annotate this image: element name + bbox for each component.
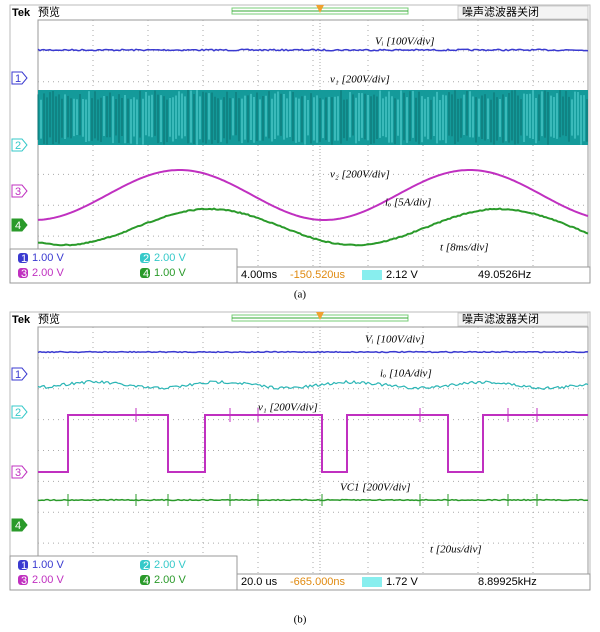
trigger-level: 2.12 V bbox=[386, 269, 418, 281]
channel-number: 4 bbox=[15, 220, 21, 232]
scope-panel: Tek 预览 噪声滤波器关闭 Vᵢ [100V/div] iₒ [10A/div] v₁ … bbox=[10, 312, 590, 590]
trace-label: VC1 [200V/div] bbox=[340, 482, 411, 494]
frequency: 49.0526Hz bbox=[478, 269, 531, 281]
filter-status: 噪声滤波器关闭 bbox=[462, 5, 539, 19]
trace-label: Vᵢ [100V/div] bbox=[375, 36, 435, 48]
filter-status: 噪声滤波器关闭 bbox=[462, 312, 539, 326]
channel-scale: 1.00 V bbox=[32, 252, 64, 264]
channel-scale: 2.00 V bbox=[32, 267, 64, 279]
channel-number: 3 bbox=[15, 467, 21, 479]
channel-scale: 2.00 V bbox=[154, 252, 186, 264]
channel-number: 3 bbox=[15, 186, 21, 198]
trigger-level: 1.72 V bbox=[386, 576, 418, 588]
trace-label: v₂ [200V/div] bbox=[330, 169, 390, 181]
channel-scale: 2.00 V bbox=[154, 559, 186, 571]
caption: (b) bbox=[294, 614, 307, 626]
timebase: 20.0 us bbox=[241, 576, 278, 588]
channel-scale: 2.00 V bbox=[32, 574, 64, 586]
channel-number: 1 bbox=[15, 369, 21, 381]
channel-scale: 1.00 V bbox=[154, 267, 186, 279]
channel-number: 2 bbox=[15, 407, 21, 419]
channel-badge-number: 4 bbox=[143, 575, 149, 587]
trace-label: v₁ [200V/div] bbox=[330, 74, 390, 86]
channel-scale: 2.00 V bbox=[154, 574, 186, 586]
mode: 预览 bbox=[38, 312, 60, 326]
channel-number: 2 bbox=[15, 140, 21, 152]
scope-panel: Tek 预览 噪声滤波器关闭 Vᵢ [100V/div] v₁ [200V/div] v₂… bbox=[10, 5, 590, 283]
trace-label: t [8ms/div] bbox=[440, 242, 489, 254]
channel-badge-number: 1 bbox=[21, 253, 27, 265]
trigger-source bbox=[362, 270, 382, 280]
channel-badge-number: 4 bbox=[143, 268, 149, 280]
channel-badge-number: 3 bbox=[21, 268, 27, 280]
channel-scale: 1.00 V bbox=[32, 559, 64, 571]
trigger-position: -665.000ns bbox=[290, 576, 346, 588]
trigger-position: -150.520us bbox=[290, 269, 346, 281]
channel-number: 1 bbox=[15, 73, 21, 85]
mode: 预览 bbox=[38, 5, 60, 19]
trace-vc1 bbox=[38, 500, 588, 501]
trace-label: Vᵢ [100V/div] bbox=[365, 334, 425, 346]
brand: Tek bbox=[12, 7, 31, 19]
trace-label: iₒ [5A/div] bbox=[385, 197, 431, 209]
channel-number: 4 bbox=[15, 520, 21, 532]
trace-label: t [20us/div] bbox=[430, 544, 482, 556]
channel-badge-number: 2 bbox=[143, 560, 149, 572]
channel-badge-number: 2 bbox=[143, 253, 149, 265]
brand: Tek bbox=[12, 314, 31, 326]
frequency: 8.89925kHz bbox=[478, 576, 537, 588]
trace-label: iₒ [10A/div] bbox=[380, 368, 432, 380]
caption: (a) bbox=[294, 289, 307, 301]
timebase: 4.00ms bbox=[241, 269, 278, 281]
trace-label: v₁ [200V/div] bbox=[258, 402, 318, 414]
channel-badge-number: 3 bbox=[21, 575, 27, 587]
figure: Tek预览噪声滤波器关闭Vᵢ [100V/div]v₁ [200V/div]v₂… bbox=[0, 0, 600, 632]
trigger-source bbox=[362, 577, 382, 587]
channel-badge-number: 1 bbox=[21, 560, 27, 572]
